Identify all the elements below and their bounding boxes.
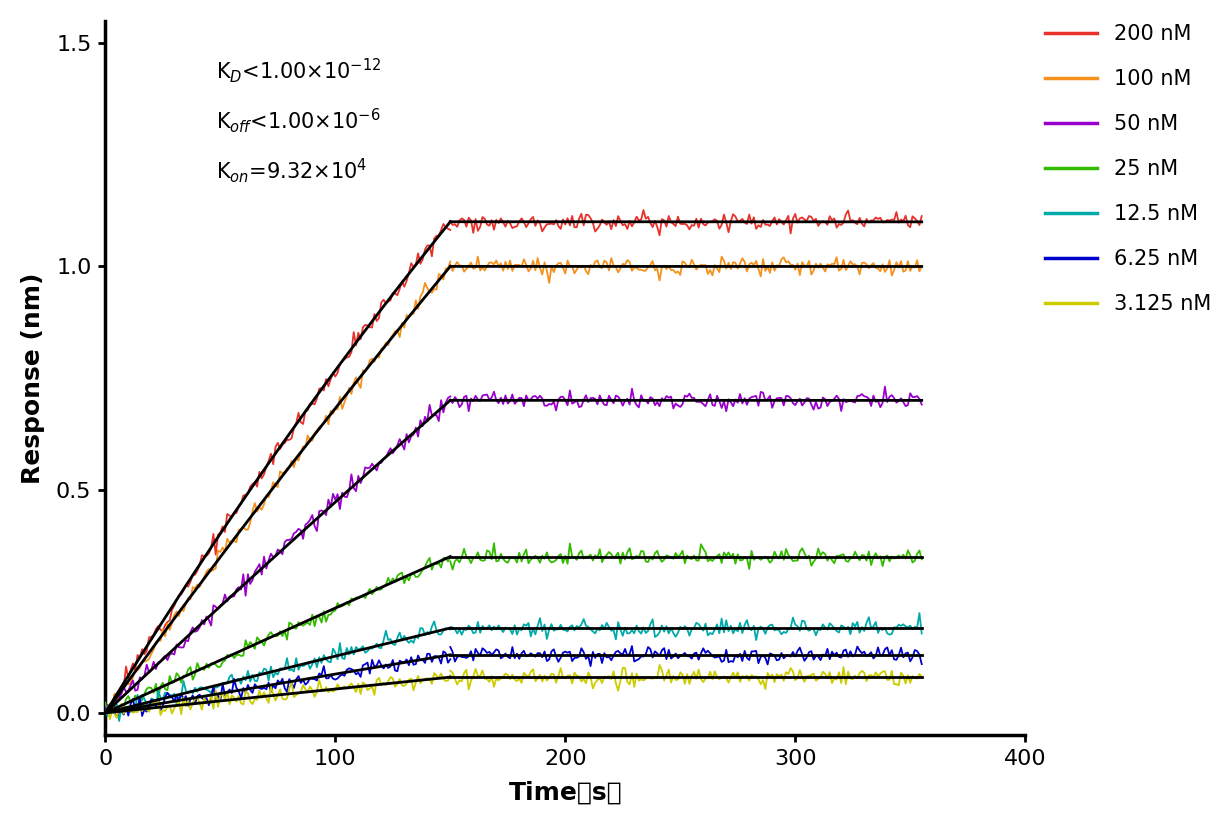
Text: K$_{on}$=9.32×10$^4$: K$_{on}$=9.32×10$^4$	[216, 157, 367, 186]
Text: K$_{off}$<1.00×10$^{-6}$: K$_{off}$<1.00×10$^{-6}$	[216, 106, 381, 135]
Legend: 200 nM, 100 nM, 50 nM, 25 nM, 12.5 nM, 6.25 nM, 3.125 nM: 200 nM, 100 nM, 50 nM, 25 nM, 12.5 nM, 6…	[1045, 24, 1211, 314]
Text: K$_D$<1.00×10$^{-12}$: K$_D$<1.00×10$^{-12}$	[216, 57, 381, 85]
Y-axis label: Response (nm): Response (nm)	[21, 272, 44, 483]
X-axis label: Time（s）: Time（s）	[509, 780, 622, 804]
